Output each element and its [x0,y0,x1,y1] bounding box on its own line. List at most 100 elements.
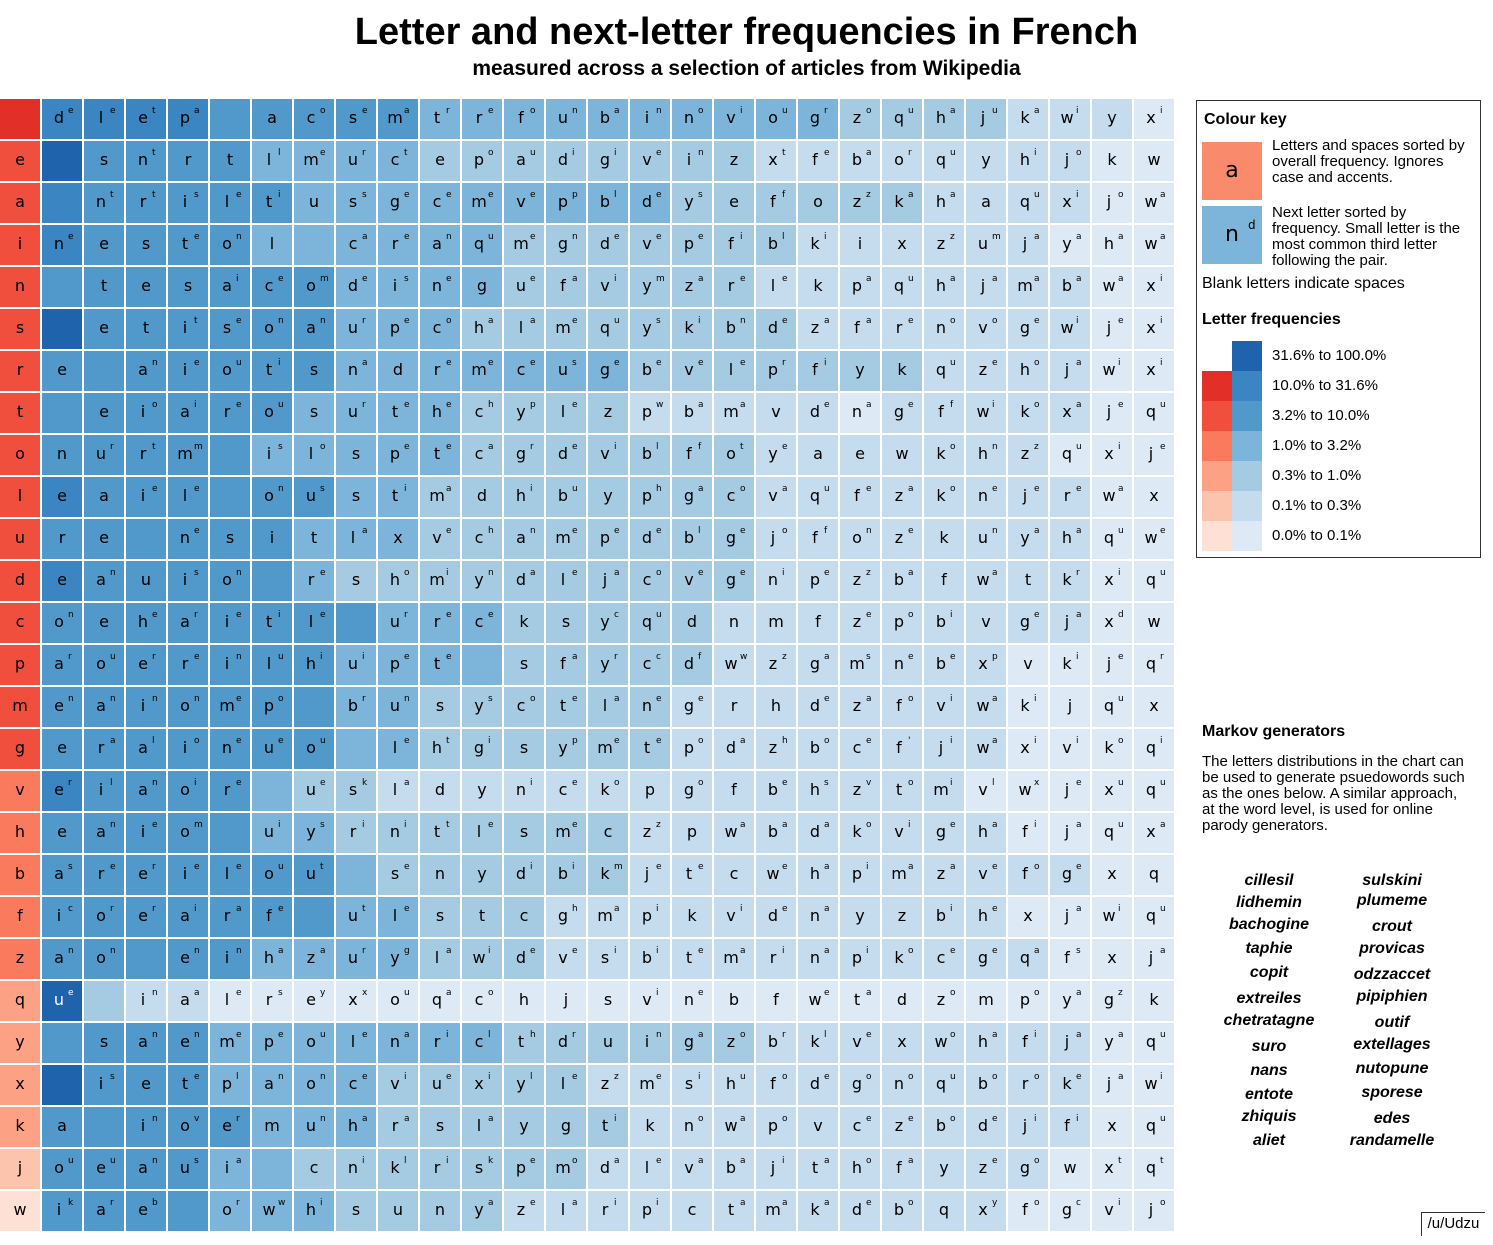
next-letter: l [392,780,398,799]
next-letter: g [809,654,821,673]
next-letter: a [813,444,823,463]
next-letter: g [557,234,569,253]
next-letter: a [516,150,526,169]
next-letter: c [603,822,613,841]
next-letter-cell [294,225,334,265]
next-letter: j [1064,780,1070,799]
third-letter: a [1034,232,1040,242]
next-letter: d [767,906,779,925]
next-letter: l [350,528,356,547]
third-letter: s [110,1072,115,1082]
third-letter: e [992,1114,998,1124]
next-letter: p [515,1158,527,1177]
next-letter-cell: h [504,981,544,1021]
next-letter: v [936,696,946,715]
next-letter: p [599,528,611,547]
next-letter: b [599,108,611,127]
third-letter: e [530,232,536,242]
next-letter: o [264,486,274,505]
third-letter: r [152,652,156,662]
third-letter: e [320,778,326,788]
next-letter: x [1104,612,1114,631]
third-letter: i [782,1156,785,1166]
next-letter: j [1067,696,1073,715]
third-letter: e [656,694,662,704]
third-letter: o [404,568,410,578]
third-letter: a [404,1114,410,1124]
next-letter: k [1149,990,1159,1009]
third-letter: i [614,274,617,284]
next-letter: r [475,108,483,127]
next-letter: n [683,1116,695,1135]
next-letter-cell: s [336,561,376,601]
third-letter: e [908,652,914,662]
next-letter: g [725,570,737,589]
next-letter: s [348,780,358,799]
next-letter: k [810,1200,820,1219]
third-letter: e [572,442,578,452]
next-letter-cell: a [966,183,1006,223]
next-letter: c [516,696,526,715]
row-letter-m: m [0,687,40,727]
next-letter-cell [210,477,250,517]
next-letter: a [96,570,106,589]
next-letter: o [264,318,274,337]
next-letter: r [307,570,315,589]
next-letter: u [305,486,317,505]
third-letter: u [1076,442,1082,452]
next-letter: v [642,150,652,169]
next-letter-cell: s [336,477,376,517]
next-letter: s [309,360,319,379]
next-letter: o [726,444,736,463]
third-letter: s [824,778,829,788]
third-letter: e [824,988,830,998]
next-letter: j [980,276,986,295]
next-letter: n [515,780,527,799]
next-letter: d [53,108,65,127]
next-letter: f [1022,822,1028,841]
next-letter: l [560,1200,566,1219]
next-letter: p [641,1200,653,1219]
third-letter: r [782,1030,786,1040]
next-letter: j [1022,1116,1028,1135]
row-letter-label: c [15,612,25,631]
next-letter-swatch: n d [1202,206,1262,264]
next-letter: x [1149,696,1159,715]
third-letter: i [656,946,659,956]
next-letter: q [431,990,443,1009]
next-letter-cell: s [294,393,334,433]
next-letter: i [857,234,863,253]
